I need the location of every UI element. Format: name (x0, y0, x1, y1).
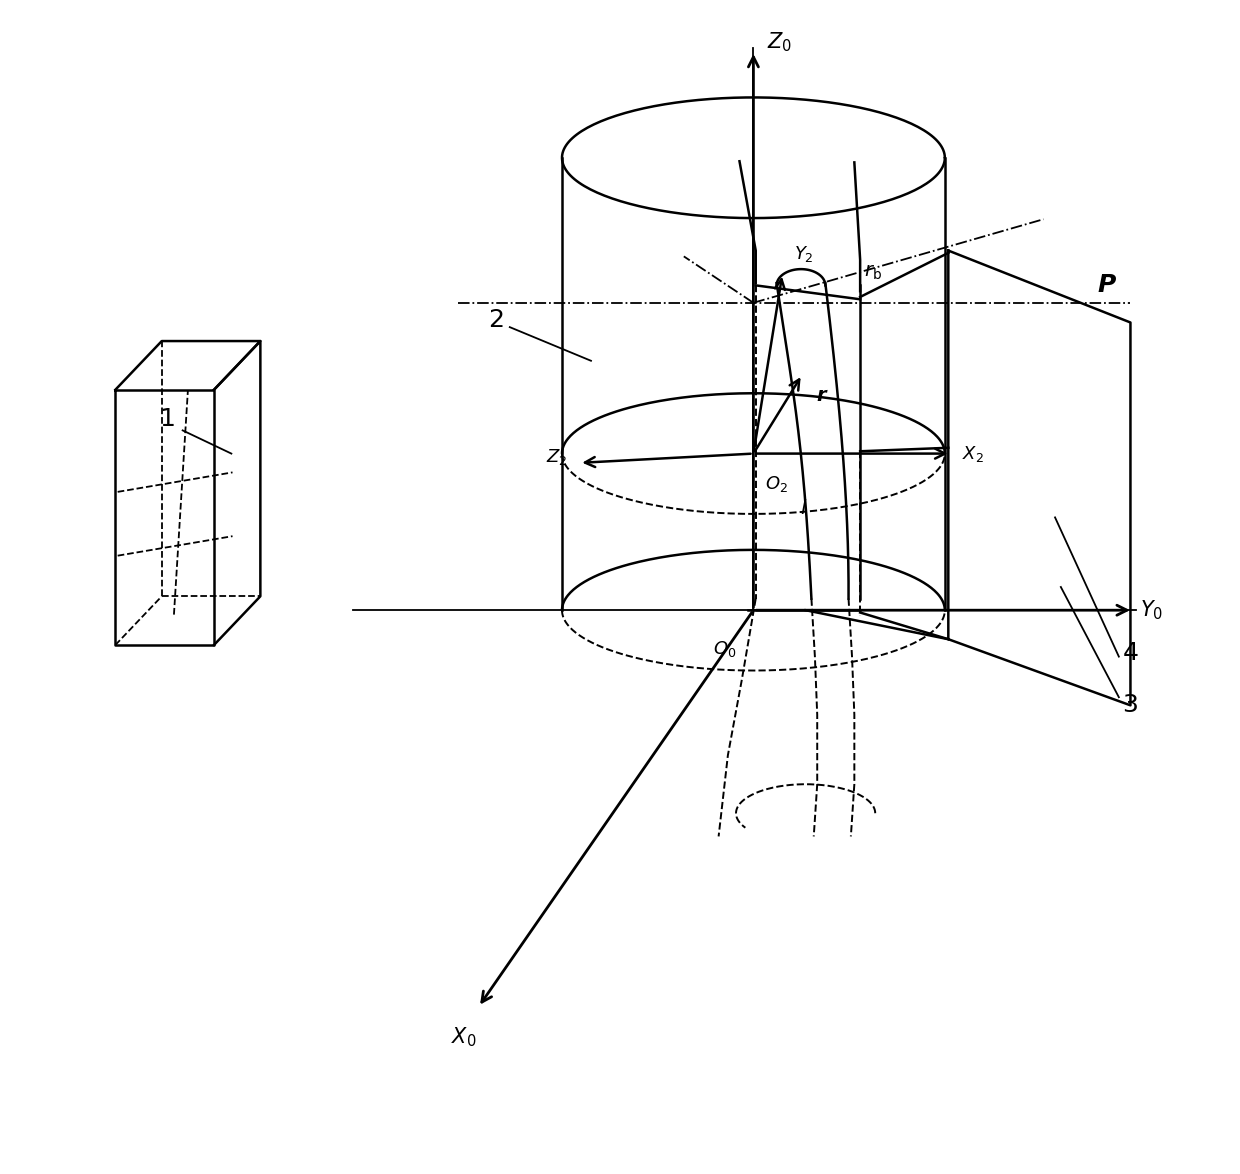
Text: $X_2$: $X_2$ (962, 444, 985, 464)
Text: 4: 4 (1122, 641, 1138, 666)
Text: $X_0$: $X_0$ (450, 1026, 476, 1050)
Text: $l$: $l$ (800, 499, 807, 518)
Text: $Z_0$: $Z_0$ (768, 31, 792, 54)
Text: $\boldsymbol{P}$: $\boldsymbol{P}$ (1097, 274, 1117, 297)
Text: $O_0$: $O_0$ (713, 639, 737, 660)
Text: $Z_2$: $Z_2$ (547, 447, 568, 467)
Text: $r_{\rm b}$: $r_{\rm b}$ (863, 263, 882, 282)
Text: $Y_0$: $Y_0$ (1140, 599, 1163, 622)
Text: 2: 2 (487, 308, 503, 332)
Text: $Y_2$: $Y_2$ (794, 244, 813, 264)
Text: 1: 1 (160, 406, 176, 431)
Text: 3: 3 (1122, 694, 1138, 717)
Text: $O_2$: $O_2$ (765, 474, 787, 494)
Text: $\boldsymbol{r}$: $\boldsymbol{r}$ (816, 386, 828, 405)
